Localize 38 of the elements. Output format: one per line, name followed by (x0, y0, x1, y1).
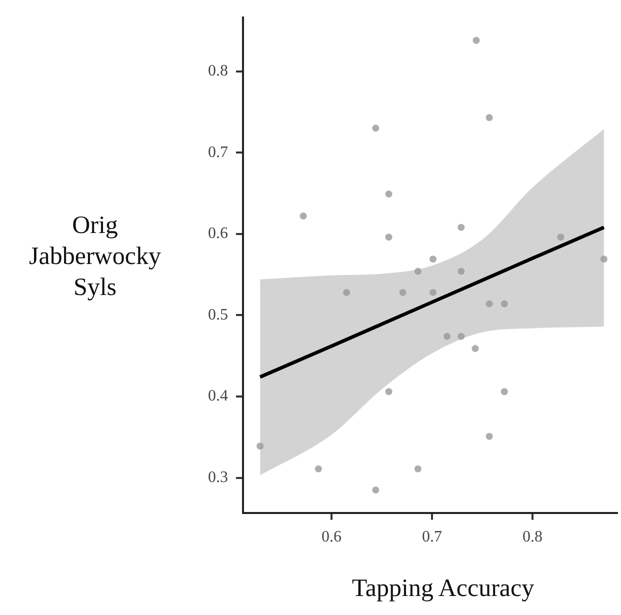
x-tick-label: 0.8 (522, 528, 543, 546)
point (430, 256, 437, 263)
point (486, 300, 493, 308)
point (372, 486, 380, 494)
point (385, 234, 392, 241)
point (300, 212, 307, 220)
point (314, 465, 322, 472)
x-axis-title: Tapping Accuracy (350, 575, 536, 603)
point (458, 224, 465, 231)
point (430, 288, 437, 296)
point (472, 36, 480, 44)
y-axis-title: Orig Jabberwocky Syls (28, 211, 162, 303)
point (399, 288, 406, 296)
point (458, 332, 465, 340)
point (458, 268, 465, 275)
point (444, 332, 451, 340)
y-tick-label: 0.3 (208, 469, 228, 486)
x-tick-label: 0.6 (321, 528, 342, 546)
point (414, 465, 422, 472)
point (414, 268, 422, 275)
point (486, 114, 493, 122)
point (486, 432, 493, 440)
point (600, 256, 608, 263)
point (500, 388, 508, 396)
y-tick-label: 0.4 (208, 388, 228, 405)
point (385, 388, 392, 396)
point (343, 288, 350, 296)
point (500, 300, 508, 308)
y-tick-label: 0.7 (208, 144, 228, 161)
y-tick-label: 0.6 (208, 225, 228, 242)
point (372, 124, 380, 132)
point (472, 345, 479, 352)
y-tick-label: 0.5 (208, 306, 228, 324)
point (557, 234, 564, 241)
y-tick-label: 0.8 (208, 62, 228, 80)
point (256, 442, 264, 450)
x-tick-label: 0.7 (422, 528, 442, 546)
point (385, 190, 392, 198)
